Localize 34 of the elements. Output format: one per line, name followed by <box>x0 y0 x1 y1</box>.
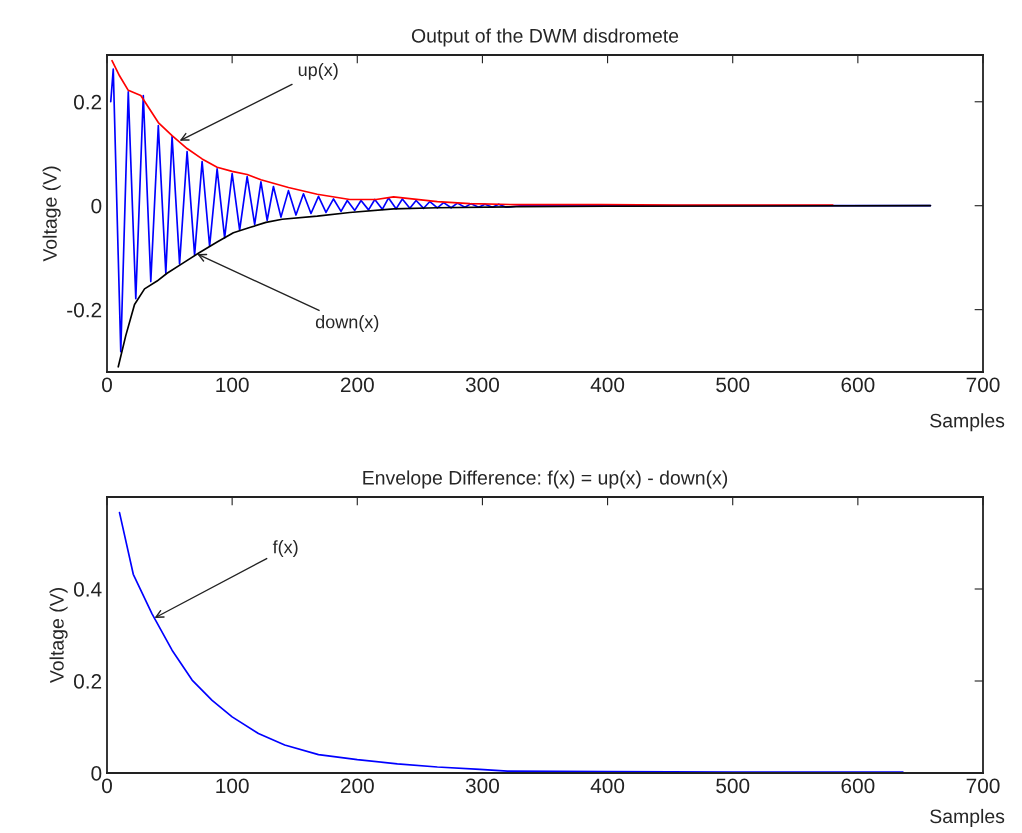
x-tick-label: 600 <box>841 778 875 794</box>
x-tick-label: 500 <box>716 778 750 794</box>
y-tick-label: -0.2 <box>67 302 102 318</box>
annotation: up(x) <box>298 62 338 80</box>
x-axis-title: Samples <box>930 808 1005 828</box>
x-tick-label: 0 <box>102 377 112 393</box>
x-tick-label: 600 <box>841 377 875 393</box>
line-series <box>118 511 904 773</box>
chart-title: Envelope Difference: f(x) = up(x) - down(x) <box>363 470 728 489</box>
x-tick-label: 700 <box>966 377 1000 393</box>
x-tick-label: 200 <box>340 778 374 794</box>
x-tick-label: 100 <box>216 377 249 393</box>
chart-title: Output of the DWM disdromete <box>411 28 679 47</box>
y-tick-label: 0.4 <box>73 582 102 597</box>
y-tick-label: 0.2 <box>73 94 102 110</box>
x-tick-label: 700 <box>966 778 1000 794</box>
x-tick-label: 300 <box>465 778 499 794</box>
line-series <box>117 204 932 368</box>
y-axis-title: Voltage (V) <box>49 588 68 684</box>
x-tick-label: 500 <box>716 377 750 393</box>
x-tick-label: 100 <box>216 778 249 794</box>
annotation: f(x) <box>272 540 298 557</box>
line-series <box>111 59 834 207</box>
y-tick-label: 0.2 <box>73 674 102 689</box>
x-axis-title: Samples <box>930 413 1005 432</box>
annotation: down(x) <box>315 315 379 332</box>
y-tick-label: 0 <box>91 766 102 781</box>
y-tick-label: 0 <box>91 198 102 214</box>
x-tick-label: 400 <box>590 778 625 794</box>
x-tick-label: 0 <box>102 778 112 794</box>
x-tick-label: 300 <box>465 377 499 393</box>
x-tick-label: 200 <box>340 377 374 393</box>
x-tick-label: 400 <box>590 377 625 393</box>
y-axis-title: Voltage (V) <box>42 166 61 262</box>
